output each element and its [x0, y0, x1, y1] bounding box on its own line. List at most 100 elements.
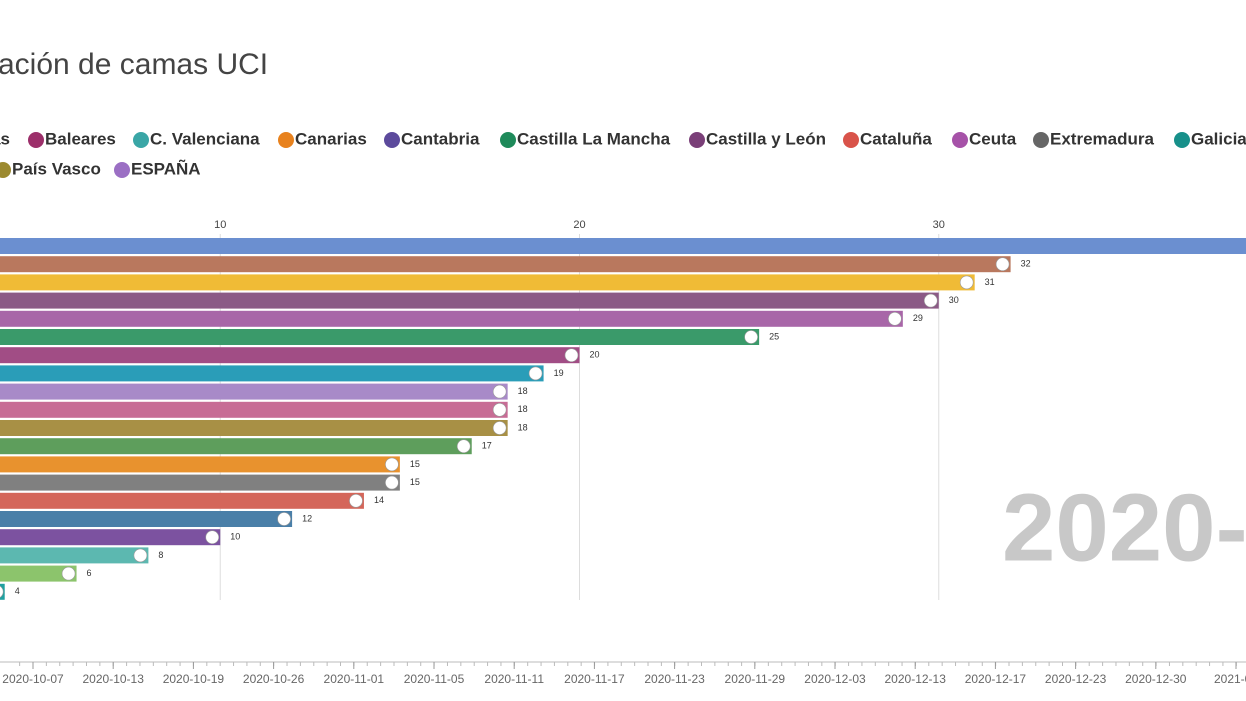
- x-tick-label: 30: [933, 219, 945, 231]
- legend-label: C. Valenciana: [150, 129, 260, 148]
- legend-marker: [114, 162, 130, 178]
- bar: [0, 365, 544, 382]
- bar: [0, 529, 221, 546]
- flag-icon: [277, 512, 291, 526]
- bar: [0, 438, 472, 455]
- flag-icon: [0, 585, 4, 598]
- chart-title: ación de camas UCI: [0, 48, 268, 81]
- timeline-label: 2020-11-05: [404, 672, 465, 686]
- flag-icon: [492, 384, 507, 399]
- legend-marker: [133, 132, 149, 148]
- legend-label: Extremadura: [1050, 129, 1154, 148]
- bar: [0, 565, 77, 582]
- flag-icon: [564, 348, 579, 363]
- timeline-label: 2020-11-01: [324, 672, 385, 686]
- timeline-label: 2020-11-29: [725, 672, 786, 686]
- value-label: 25: [769, 331, 779, 341]
- legend-label: ESPAÑA: [131, 158, 201, 178]
- bar: [0, 456, 400, 473]
- value-label: 12: [302, 513, 312, 523]
- legend-marker: [952, 132, 968, 148]
- bar: [0, 329, 760, 345]
- value-label: 30: [949, 295, 959, 305]
- bar: [0, 547, 149, 564]
- legend-label: as: [0, 129, 10, 148]
- value-label: 17: [482, 441, 492, 451]
- timeline-label: 2020-10-19: [163, 672, 225, 686]
- legend-marker: [689, 132, 705, 148]
- value-label: 18: [518, 422, 528, 432]
- value-label: 18: [518, 404, 528, 414]
- legend-label: Cataluña: [860, 129, 932, 148]
- bar: [0, 401, 508, 418]
- bar: [0, 292, 939, 309]
- flag-icon: [133, 548, 148, 563]
- value-label: 15: [410, 477, 420, 487]
- timeline-label: 2020-11-23: [644, 672, 705, 686]
- legend-marker: [0, 162, 11, 178]
- timeline-label: 2020-12-13: [885, 672, 947, 686]
- legend-label: Baleares: [45, 129, 116, 148]
- legend-marker: [843, 132, 859, 148]
- flag-icon: [923, 293, 938, 308]
- value-label: 10: [230, 532, 240, 542]
- bar: [0, 238, 1246, 254]
- flag-icon: [995, 257, 1010, 272]
- timeline-label: 2020-10-26: [243, 672, 305, 686]
- value-label: 31: [985, 277, 995, 287]
- legend-marker: [500, 132, 516, 148]
- legend-marker: [384, 132, 400, 148]
- bar: [0, 383, 508, 400]
- legend-label: País Vasco: [12, 159, 101, 178]
- timeline-label: 2020-12-23: [1045, 672, 1107, 686]
- x-tick-label: 10: [214, 219, 226, 231]
- flag-icon: [492, 421, 507, 435]
- value-label: 19: [554, 368, 564, 378]
- value-label: 6: [87, 568, 92, 578]
- legend-label: Ceuta: [969, 129, 1017, 148]
- timeline-label: 2020-11-17: [564, 672, 625, 686]
- timeline-label: 2020-12-17: [965, 672, 1027, 686]
- legend-label: Canarias: [295, 129, 367, 148]
- flag-icon: [959, 275, 974, 290]
- legend-marker: [278, 132, 294, 148]
- legend-marker: [1174, 132, 1190, 148]
- timeline-label: 2020-12-30: [1125, 672, 1187, 686]
- bar: [0, 511, 293, 527]
- legend-label: Castilla y León: [706, 129, 826, 148]
- flag-icon: [385, 457, 399, 472]
- legend-marker: [28, 132, 44, 148]
- flag-icon: [528, 366, 543, 381]
- date-label: 2020-: [1002, 474, 1246, 581]
- value-label: 14: [374, 495, 384, 505]
- legend-label: Castilla La Mancha: [517, 129, 671, 148]
- legend-label: Cantabria: [401, 129, 480, 148]
- timeline-label: 2020-11-11: [484, 672, 544, 686]
- flag-icon: [385, 475, 399, 490]
- value-label: 8: [158, 550, 163, 560]
- bar: [0, 274, 975, 291]
- timeline-label: 2020-12-03: [804, 672, 866, 686]
- value-label: 18: [518, 386, 528, 396]
- bar: [0, 474, 400, 491]
- x-tick-label: 20: [573, 219, 585, 231]
- legend-marker: [1033, 132, 1049, 148]
- bar: [0, 492, 364, 509]
- legend-label: Galicia: [1191, 129, 1246, 148]
- timeline-label: 2021-01: [1214, 672, 1246, 686]
- timeline-label: 2020-10-07: [2, 672, 64, 686]
- bar: [0, 256, 1011, 273]
- value-label: 4: [15, 586, 20, 596]
- flag-icon: [205, 530, 220, 545]
- flag-icon: [456, 439, 471, 454]
- bar: [0, 347, 580, 364]
- value-label: 29: [913, 313, 923, 323]
- flag-icon: [349, 493, 363, 508]
- flag-icon: [888, 311, 902, 326]
- value-label: 32: [1021, 259, 1031, 269]
- value-label: 20: [590, 350, 600, 360]
- bar: [0, 420, 508, 436]
- flag-icon: [492, 402, 507, 417]
